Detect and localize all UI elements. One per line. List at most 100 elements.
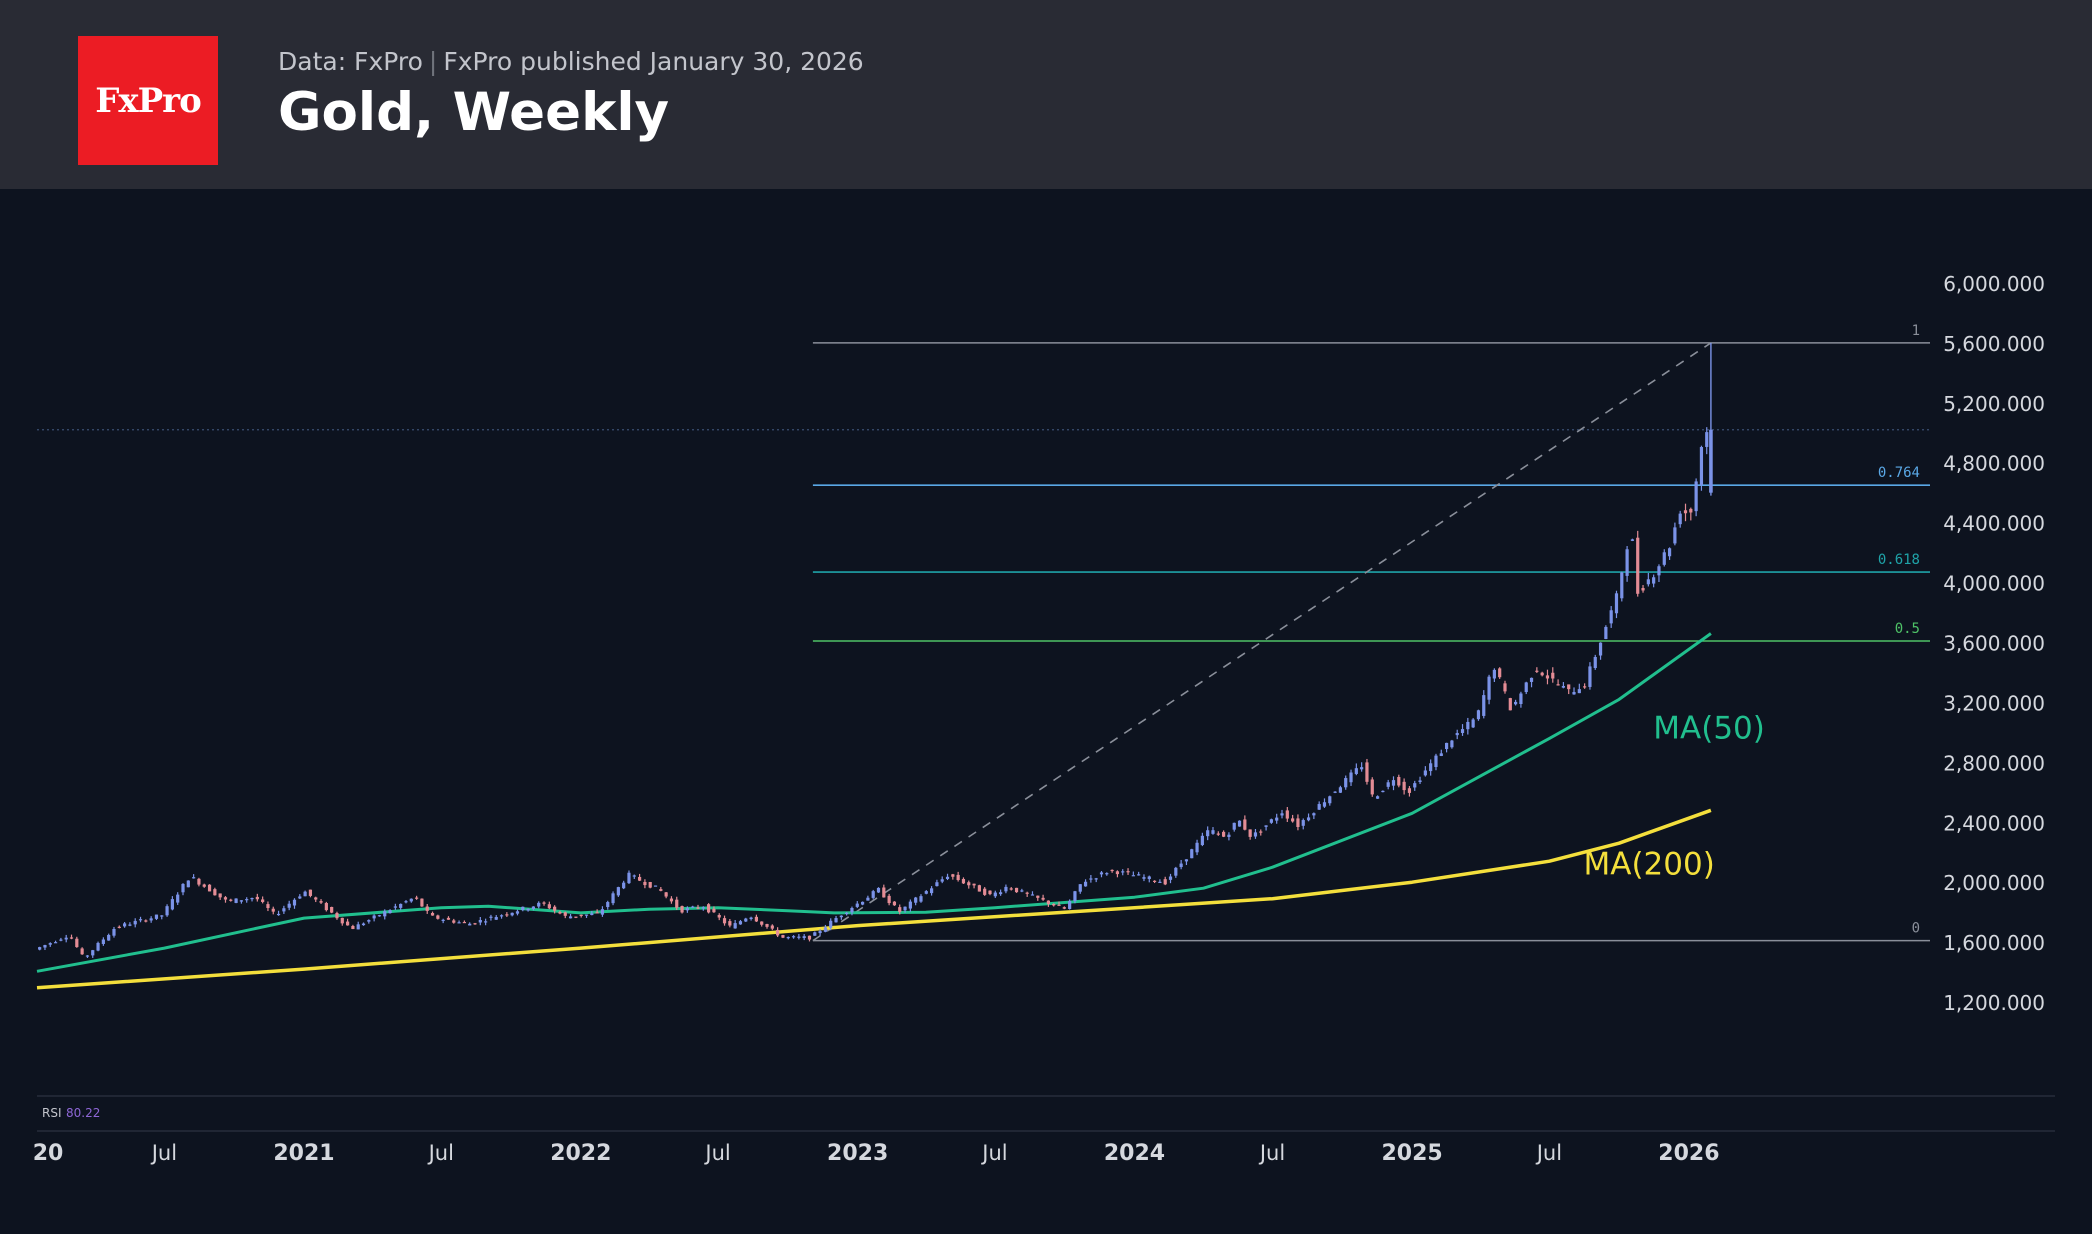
candle (324, 903, 328, 911)
candle (956, 874, 960, 881)
candle (85, 955, 90, 957)
candle (988, 890, 992, 895)
candle (590, 913, 594, 916)
candle (234, 898, 238, 903)
candle (1673, 527, 1677, 544)
candle (1460, 729, 1465, 733)
candle (499, 915, 504, 917)
candle (537, 902, 541, 907)
candle (176, 894, 180, 903)
candle (1083, 881, 1088, 887)
candle (1275, 817, 1279, 821)
candle (415, 897, 419, 899)
candle (245, 899, 249, 901)
candle (1386, 782, 1390, 787)
candle (1147, 876, 1151, 880)
candle (1174, 867, 1178, 876)
candle (643, 881, 647, 886)
candle (218, 893, 222, 898)
candle (1014, 887, 1019, 893)
candle (669, 898, 674, 902)
candle (855, 903, 859, 907)
candle (1636, 537, 1640, 594)
candle (1328, 796, 1332, 804)
x-tick-label: Jul (980, 1141, 1007, 1165)
candle (850, 907, 854, 913)
candle (303, 891, 307, 897)
y-tick-label: 4,800.000 (1943, 452, 2045, 476)
y-tick-label: 3,200.000 (1943, 691, 2045, 715)
candle (813, 932, 817, 936)
candle (760, 921, 764, 925)
candle (924, 891, 928, 894)
x-tick-label: 20 (33, 1141, 64, 1166)
candle (1609, 610, 1613, 624)
candle (627, 872, 631, 884)
candle (1471, 719, 1475, 728)
candle (999, 892, 1003, 895)
candle (1317, 804, 1321, 810)
candle (1514, 701, 1518, 705)
rsi-label: RSI (42, 1106, 62, 1120)
candle (1094, 878, 1098, 880)
candle (1020, 890, 1024, 892)
candle (149, 918, 153, 921)
candle (547, 904, 551, 909)
candle (797, 936, 801, 938)
chart-title: Gold, Weekly (278, 82, 670, 143)
candle (1397, 777, 1401, 786)
candle (367, 920, 371, 922)
candle (1381, 790, 1385, 793)
candle (834, 918, 838, 923)
candle (1567, 684, 1571, 690)
candle (1476, 710, 1481, 720)
candle (1269, 819, 1273, 823)
candle (452, 920, 456, 923)
x-tick-label: 2025 (1381, 1141, 1442, 1166)
candle (1407, 788, 1412, 793)
candle (839, 915, 843, 918)
candle (696, 907, 700, 909)
candle (786, 937, 790, 939)
candle (489, 916, 493, 918)
candle (749, 917, 753, 920)
candle (1253, 832, 1258, 837)
candle (441, 919, 445, 922)
candle (1009, 888, 1013, 890)
candle (239, 900, 244, 902)
ma50-line (36, 632, 1712, 973)
candle (728, 921, 732, 926)
candle (399, 903, 403, 908)
candle (1259, 831, 1263, 833)
candle (1620, 572, 1624, 599)
candle (653, 885, 658, 887)
candle (1630, 539, 1635, 541)
candle (845, 912, 849, 914)
candle (484, 921, 488, 923)
y-tick-label: 1,200.000 (1943, 991, 2045, 1015)
candle (611, 893, 615, 904)
x-tick-label: Jul (703, 1141, 730, 1165)
candle (1248, 829, 1252, 837)
candle (818, 931, 822, 934)
candle (478, 920, 482, 923)
candle (207, 884, 212, 892)
candle (75, 938, 79, 948)
rsi-value: 80.22 (66, 1106, 100, 1120)
fib-label-0.5: 0.5 (1895, 621, 1920, 637)
candle (494, 917, 498, 920)
candle (1662, 552, 1666, 565)
candle (38, 947, 42, 950)
candle (1152, 880, 1157, 882)
candle (691, 906, 695, 908)
candle (69, 937, 74, 939)
candle (266, 904, 270, 909)
candle (898, 907, 902, 912)
candle (1508, 698, 1512, 711)
candle (930, 888, 934, 894)
candle (335, 912, 339, 919)
candle (754, 916, 758, 922)
candle (1418, 780, 1422, 782)
candle (908, 901, 912, 909)
candle (744, 918, 748, 922)
